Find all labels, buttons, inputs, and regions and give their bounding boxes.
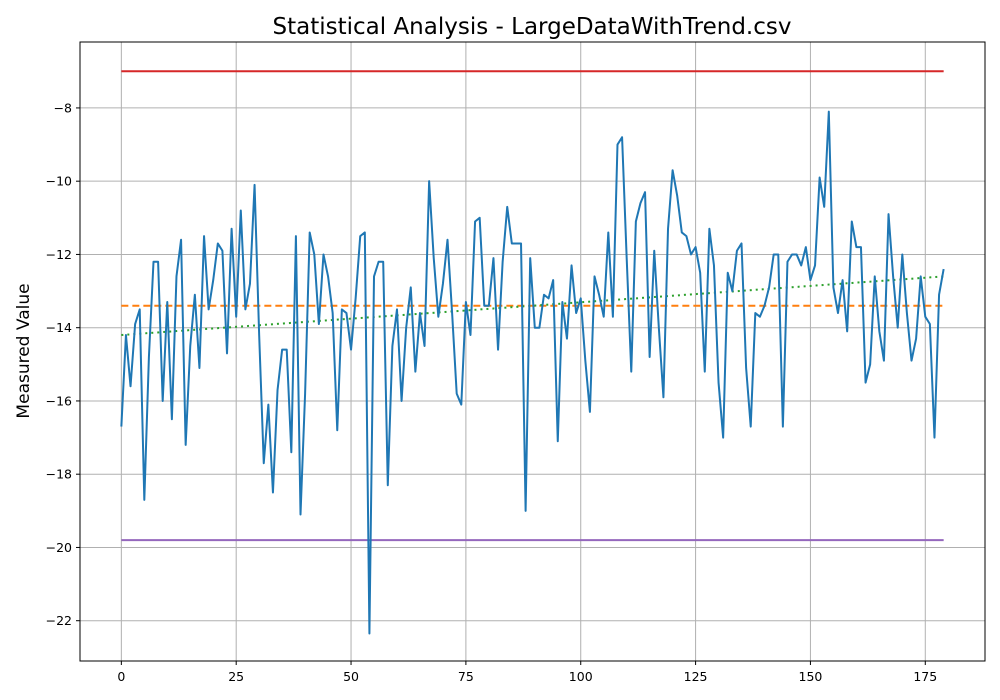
y-tick-label: −20	[46, 540, 72, 555]
x-tick-label: 25	[228, 669, 244, 684]
data-series	[120, 110, 945, 635]
y-tick-label: −8	[54, 100, 72, 115]
x-tick-label: 125	[684, 669, 708, 684]
grid	[80, 42, 985, 661]
x-tick-label: 0	[117, 669, 125, 684]
y-tick-label: −18	[46, 467, 72, 482]
x-tick-label: 175	[913, 669, 937, 684]
x-tick-label: 75	[458, 669, 474, 684]
x-tick-label: 150	[799, 669, 823, 684]
y-tick-label: −16	[46, 393, 72, 408]
x-axis: 0 25 50 75 100 125 150 175	[117, 661, 937, 684]
y-axis-label: Measured Value	[14, 283, 34, 418]
x-tick-label: 100	[569, 669, 593, 684]
y-tick-label: −12	[46, 247, 72, 262]
y-tick-label: −10	[46, 174, 72, 189]
plot-frame	[79, 41, 986, 662]
y-tick-label: −22	[46, 613, 72, 628]
data-series-line	[120, 110, 945, 635]
chart-title: Statistical Analysis - LargeDataWithTren…	[273, 14, 792, 40]
y-tick-label: −14	[46, 320, 72, 335]
x-tick-label: 50	[343, 669, 359, 684]
y-axis: −22 −20 −18 −16 −14 −12 −10 −8	[46, 100, 80, 628]
